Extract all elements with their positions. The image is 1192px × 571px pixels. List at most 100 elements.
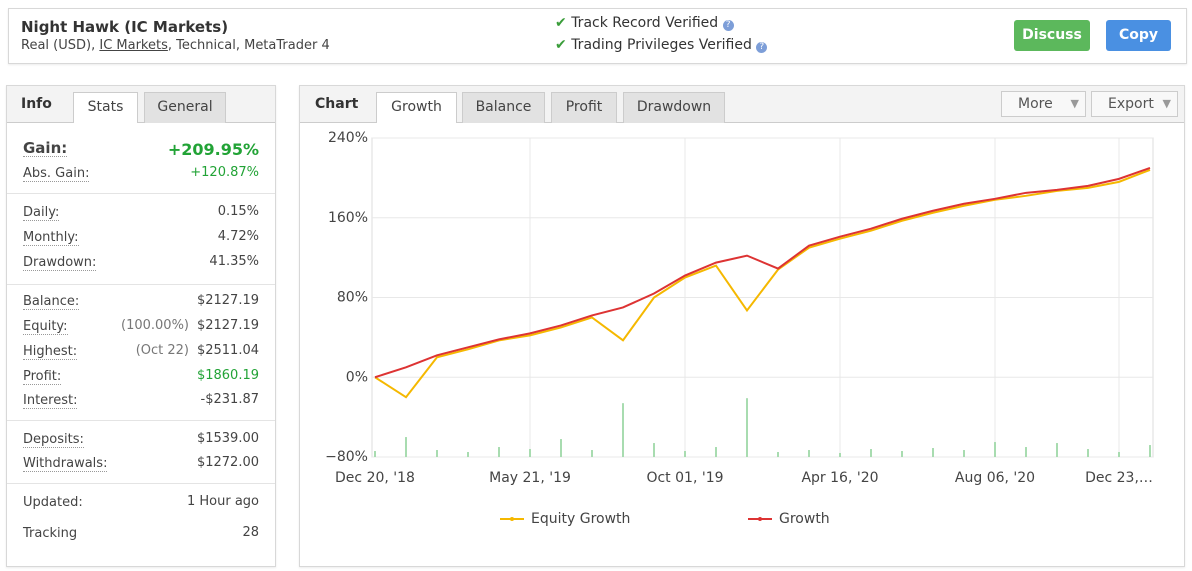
stat-value: $1539.00: [196, 431, 259, 446]
panel-title: Chart: [315, 96, 359, 112]
stat-value: $2127.19: [196, 293, 259, 308]
x-tick-label: May 21, '19: [489, 470, 571, 486]
x-tick-label: Dec 23,…: [1085, 470, 1153, 486]
stat-value: $1272.00: [196, 455, 259, 470]
discuss-button[interactable]: Discuss: [1014, 20, 1090, 51]
legend-swatch: [758, 517, 762, 521]
stat-label: Abs. Gain:: [23, 166, 90, 182]
bar: [1056, 443, 1058, 457]
bar: [653, 443, 655, 457]
tab[interactable]: Balance: [462, 92, 545, 123]
stat-value: 28: [242, 525, 259, 540]
stat-label: Interest:: [23, 393, 78, 409]
tab[interactable]: General: [144, 92, 226, 123]
stat-label: Daily:: [23, 205, 60, 221]
legend-swatch: [510, 517, 514, 521]
y-tick-label: 160%: [328, 210, 368, 226]
stat-label: Monthly:: [23, 230, 79, 246]
y-tick-label: 240%: [328, 130, 368, 146]
bar: [870, 449, 872, 457]
bar: [1149, 445, 1151, 457]
stat-label: Updated:: [23, 495, 83, 510]
header: Night Hawk (IC Markets) Real (USD), IC M…: [8, 8, 1187, 64]
chart-panel: Chart Growth Balance Profit Drawdown More ▼ Exp…: [299, 85, 1185, 567]
stat-label: Balance:: [23, 294, 80, 310]
menu-button[interactable]: More ▼: [1001, 91, 1086, 117]
y-tick-label: 80%: [337, 290, 368, 306]
subtitle: Real (USD), IC Markets, Technical, MetaT…: [21, 38, 330, 53]
x-tick-label: Apr 16, '20: [801, 470, 878, 486]
stat-label: Profit:: [23, 369, 62, 385]
series-line: [374, 168, 1151, 399]
stat-value: +120.87%: [190, 165, 259, 180]
tab[interactable]: Drawdown: [623, 92, 725, 123]
bar: [591, 450, 593, 457]
bar: [808, 450, 810, 457]
bar: [498, 447, 500, 457]
separator: [7, 420, 275, 421]
stat-value: +209.95%: [167, 140, 259, 159]
bar: [963, 450, 965, 457]
x-tick-label: Oct 01, '19: [646, 470, 723, 486]
x-tick-label: Dec 20, '18: [335, 470, 415, 486]
stat-label: Drawdown:: [23, 255, 97, 271]
stat-note: (100.00%): [121, 318, 189, 333]
bar: [684, 451, 686, 457]
text: Real (USD),: [21, 38, 96, 53]
text: , Technical, MetaTrader 4: [167, 38, 330, 53]
bar: [1025, 447, 1027, 457]
stat-label: Withdrawals:: [23, 456, 108, 472]
panel-header: [7, 86, 275, 123]
x-tick-label: Aug 06, '20: [955, 470, 1035, 486]
y-tick-label: 0%: [346, 369, 368, 385]
stat-value: 0.15%: [217, 204, 259, 219]
bar: [901, 451, 903, 457]
bar: [1118, 452, 1120, 457]
menu-arrow: ▼: [1070, 97, 1079, 110]
panel-title: Info: [21, 96, 52, 112]
bar: [715, 447, 717, 457]
info-panel: Info Stats General Gain: +209.95% Abs. Gain: +…: [6, 85, 276, 567]
tab[interactable]: Stats: [73, 92, 138, 123]
stat-label: Highest:: [23, 344, 78, 360]
tab[interactable]: Profit: [551, 92, 617, 123]
menu-label: More: [1018, 96, 1053, 112]
stat-label: Tracking: [23, 526, 78, 541]
bar: [1087, 449, 1089, 457]
bar: [622, 403, 624, 457]
menu-label: Export: [1108, 96, 1154, 112]
stat-value: 4.72%: [217, 229, 259, 244]
stat-value: $2127.19: [196, 318, 259, 333]
bar: [932, 448, 934, 457]
bar: [839, 453, 841, 457]
help-icon[interactable]: ?: [722, 20, 734, 31]
stat-note: (Oct 22): [135, 343, 189, 358]
verified: ✔ Track Record Verified ?: [555, 15, 734, 31]
separator: [7, 193, 275, 194]
help-icon[interactable]: ?: [756, 42, 768, 53]
title: Night Hawk (IC Markets): [21, 18, 229, 36]
stat-label: Deposits:: [23, 432, 84, 448]
y-tick-label: −80%: [325, 449, 368, 465]
bar: [374, 451, 376, 457]
menu-button[interactable]: Export ▼: [1091, 91, 1178, 117]
link[interactable]: IC Markets: [99, 38, 168, 53]
tab[interactable]: Growth: [376, 92, 457, 123]
legend-label: Growth: [779, 511, 830, 527]
stat-label: Equity:: [23, 319, 68, 335]
separator: [7, 284, 275, 285]
bar: [777, 452, 779, 457]
verified-text: Trading Privileges Verified: [571, 37, 752, 53]
bar: [467, 452, 469, 457]
stat-value: $2511.04: [196, 343, 259, 358]
stat-value: -$231.87: [200, 392, 259, 407]
bar: [560, 439, 562, 457]
separator: [7, 483, 275, 484]
stat-value: 1 Hour ago: [186, 494, 259, 509]
series-line: [374, 167, 1151, 379]
copy-button[interactable]: Copy: [1106, 20, 1171, 51]
verified: ✔ Trading Privileges Verified ?: [555, 37, 768, 53]
stat-value: 41.35%: [209, 254, 259, 269]
